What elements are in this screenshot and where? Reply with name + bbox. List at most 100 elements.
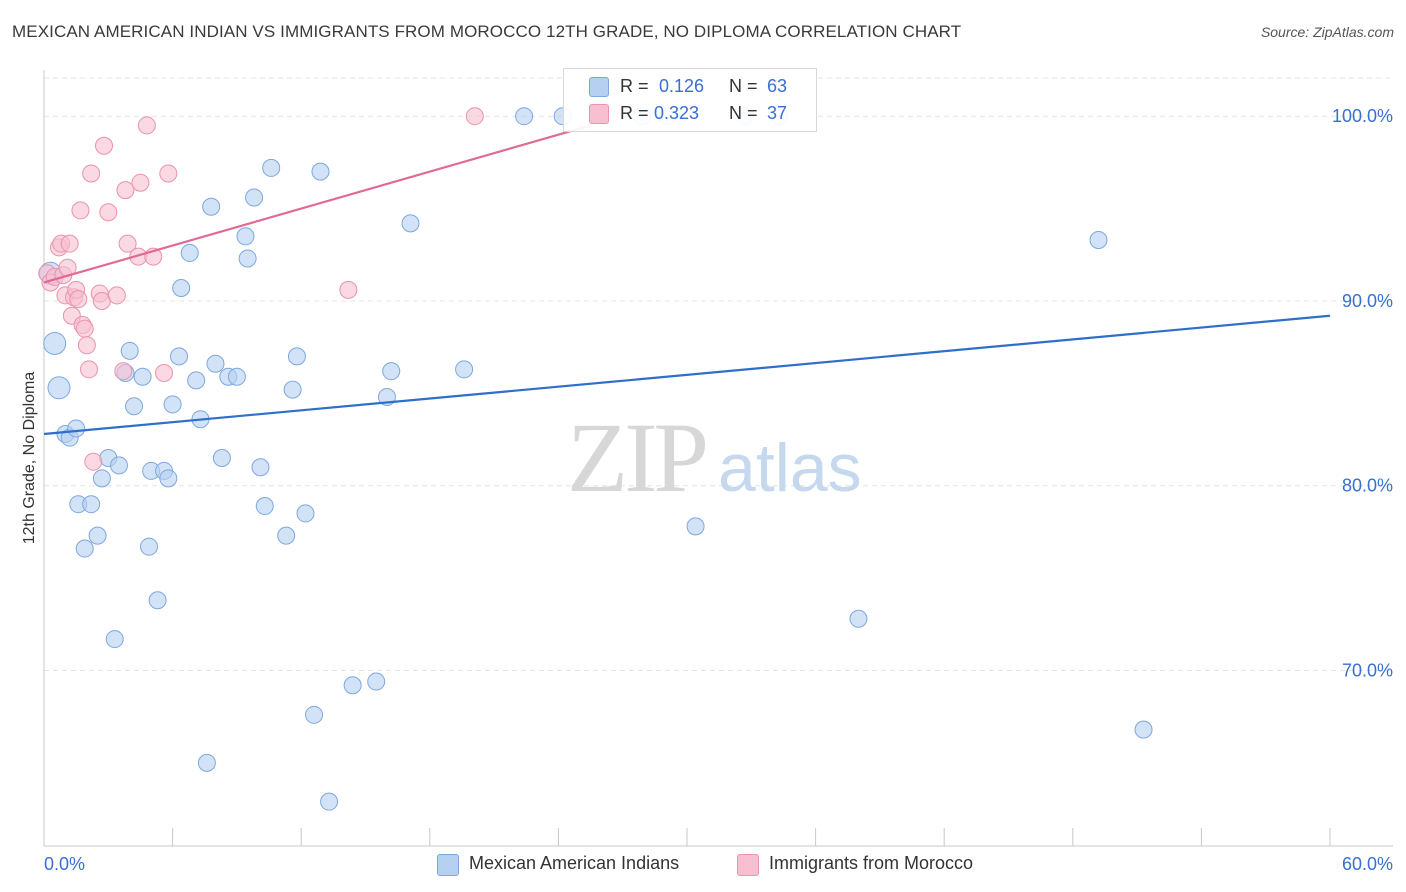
- data-point: [159, 164, 178, 183]
- data-point: [43, 331, 67, 355]
- data-point: [339, 280, 358, 299]
- data-point: [131, 173, 150, 192]
- stats-legend: R = 0.126 N = 63 R = 0.323 N = 37: [563, 68, 817, 132]
- legend-swatch-pink: [737, 854, 759, 876]
- swatch-pink: [589, 104, 609, 124]
- data-point: [1134, 720, 1153, 739]
- data-point: [212, 449, 231, 467]
- trend-lines: [43, 124, 1331, 436]
- n-label: N =: [729, 76, 758, 96]
- data-point: [305, 705, 324, 724]
- n-value: 63: [767, 76, 788, 96]
- data-point: [60, 234, 79, 253]
- data-point: [287, 347, 306, 366]
- data-point: [88, 526, 107, 545]
- r-value: 0.126: [659, 76, 705, 96]
- data-point: [163, 395, 182, 414]
- data-point: [95, 136, 114, 155]
- x-tick-label: 60.0%: [1342, 854, 1393, 874]
- data-point: [118, 234, 137, 253]
- data-point: [255, 497, 274, 516]
- data-point: [114, 362, 133, 381]
- data-point: [84, 452, 103, 471]
- data-point: [125, 397, 144, 416]
- data-point: [107, 286, 126, 305]
- data-point: [238, 249, 257, 268]
- data-point: [236, 227, 255, 246]
- y-axis-label: 12th Grade, No Diploma: [21, 371, 38, 545]
- data-point: [311, 162, 330, 181]
- data-point: [686, 517, 705, 536]
- y-tick-label: 70.0%: [1342, 660, 1393, 680]
- data-point: [262, 158, 281, 177]
- data-point: [180, 243, 199, 262]
- data-point: [320, 792, 339, 811]
- data-point: [277, 526, 296, 545]
- data-point: [82, 495, 101, 514]
- data-point: [197, 753, 216, 772]
- data-point: [133, 367, 152, 386]
- data-point: [170, 347, 189, 366]
- grid-lines: [44, 77, 1392, 671]
- data-point: [69, 290, 88, 309]
- data-point: [80, 360, 99, 379]
- data-point: [47, 376, 71, 400]
- legend-label: Immigrants from Morocco: [769, 853, 974, 873]
- swatch-blue: [589, 77, 609, 97]
- axes: [43, 70, 1393, 847]
- data-point: [148, 591, 167, 610]
- series-immigrants-from-morocco: [38, 107, 484, 471]
- r-label: R =: [620, 76, 649, 96]
- data-point: [382, 362, 401, 381]
- data-point: [515, 107, 534, 126]
- data-point: [116, 181, 135, 200]
- y-tick-label: 80.0%: [1342, 476, 1393, 496]
- data-point: [283, 380, 302, 399]
- n-label: N =: [729, 103, 758, 123]
- data-point: [296, 504, 315, 523]
- data-point: [137, 116, 156, 135]
- tick-labels: 70.0% 80.0% 90.0% 100.0% 0.0% 60.0%: [44, 106, 1393, 874]
- watermark: ZIP atlas: [567, 402, 862, 513]
- data-point: [187, 371, 206, 390]
- data-point: [77, 336, 96, 355]
- data-point: [71, 201, 90, 220]
- data-point: [120, 341, 139, 360]
- data-point: [159, 469, 178, 488]
- data-point: [343, 676, 362, 695]
- watermark-atlas: atlas: [718, 430, 862, 506]
- data-point: [110, 456, 129, 475]
- data-point: [367, 672, 386, 691]
- trend-line: [43, 124, 591, 284]
- data-point: [155, 364, 174, 383]
- data-point: [99, 203, 118, 222]
- data-point: [67, 419, 86, 438]
- data-point: [92, 291, 111, 310]
- source-credit: Source: ZipAtlas.com: [1260, 24, 1394, 40]
- data-point: [172, 279, 191, 298]
- data-point: [82, 164, 101, 183]
- data-point: [401, 214, 420, 233]
- data-point: [251, 458, 270, 477]
- data-point: [849, 609, 868, 628]
- legend-label: Mexican American Indians: [469, 853, 680, 873]
- data-point: [75, 539, 94, 558]
- data-point: [105, 630, 124, 649]
- chart-title: MEXICAN AMERICAN INDIAN VS IMMIGRANTS FR…: [12, 22, 962, 41]
- data-point: [455, 360, 474, 379]
- data-point: [1089, 230, 1108, 249]
- data-point: [245, 188, 264, 207]
- r-value: 0.323: [654, 103, 700, 123]
- data-point: [75, 319, 94, 338]
- data-point: [465, 107, 484, 126]
- data-point: [92, 469, 111, 488]
- x-tick-label: 0.0%: [44, 854, 85, 874]
- r-label: R =: [620, 103, 649, 123]
- n-value: 37: [767, 103, 788, 123]
- y-tick-label: 100.0%: [1332, 106, 1393, 126]
- y-tick-label: 90.0%: [1342, 291, 1393, 311]
- trend-line: [43, 314, 1331, 436]
- data-point: [227, 367, 246, 386]
